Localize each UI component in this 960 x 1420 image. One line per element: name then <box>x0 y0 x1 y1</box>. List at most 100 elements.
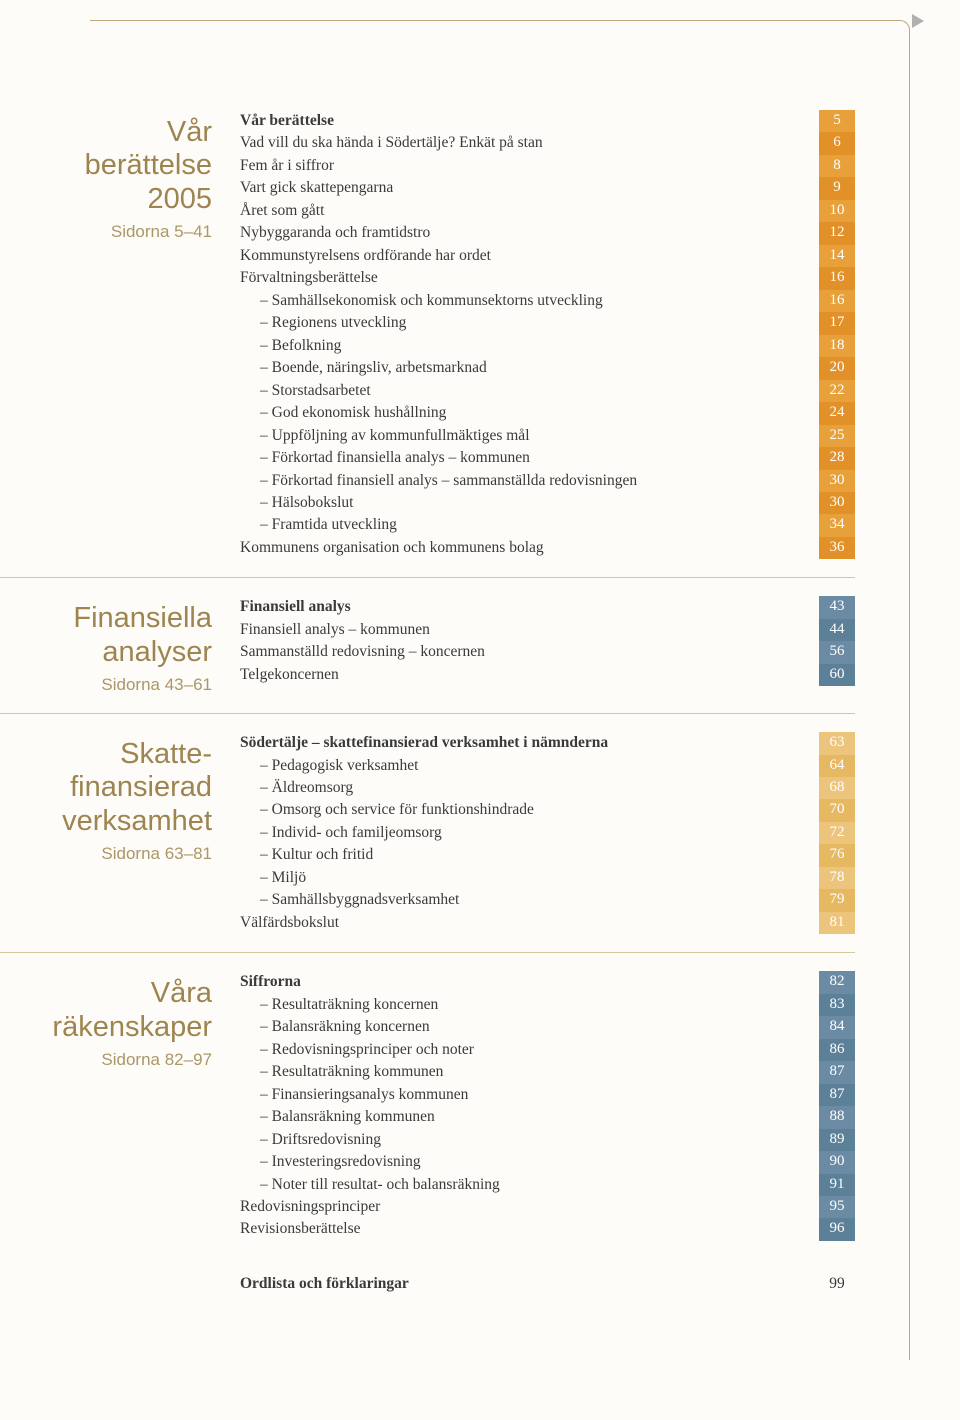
toc-row-label: – Samhällsbyggnadsverksamhet <box>240 889 819 911</box>
toc-row-label: Vad vill du ska hända i Södertälje? Enkä… <box>240 132 819 154</box>
toc-row-page: 24 <box>819 402 855 424</box>
section-title-line: Skatte- <box>0 738 212 771</box>
toc-row: – Samhällsekonomisk och kommunsektorns u… <box>240 290 855 312</box>
toc-row-page: 30 <box>819 492 855 514</box>
toc-row-page: 89 <box>819 1129 855 1151</box>
toc-row-label: – Storstadsarbetet <box>240 380 819 402</box>
toc-row: – Resultaträkning kommunen87 <box>240 1061 855 1083</box>
toc-row-page: 87 <box>819 1061 855 1083</box>
toc-row-label: Siffrorna <box>240 971 819 993</box>
section-left: VåraräkenskaperSidorna 82–97 <box>0 971 240 1241</box>
section-body: Södertälje – skattefinansierad verksamhe… <box>240 732 855 934</box>
toc-row-page: 18 <box>819 335 855 357</box>
toc-row: – Befolkning18 <box>240 335 855 357</box>
toc-row-label: Vart gick skattepengarna <box>240 177 819 199</box>
toc-row-label: – Befolkning <box>240 335 819 357</box>
section-title-line: analyser <box>0 636 212 669</box>
toc-row: – Individ- och familjeomsorg72 <box>240 822 855 844</box>
toc-row-page: 56 <box>819 641 855 663</box>
toc-row: Revisionsberättelse96 <box>240 1218 855 1240</box>
section-left: FinansiellaanalyserSidorna 43–61 <box>0 596 240 695</box>
toc-row-page: 91 <box>819 1174 855 1196</box>
toc-row-label: – Boende, näringsliv, arbetsmarknad <box>240 357 819 379</box>
toc-row-label: Finansiell analys <box>240 596 819 618</box>
toc-row: Nybyggaranda och framtidstro12 <box>240 222 855 244</box>
toc-row: Finansiell analys – kommunen44 <box>240 619 855 641</box>
toc-row-label: – Finansieringsanalys kommunen <box>240 1084 819 1106</box>
toc-row-page: 12 <box>819 222 855 244</box>
toc-row-label: Kommunstyrelsens ordförande har ordet <box>240 245 819 267</box>
toc-row-label: – Balansräkning kommunen <box>240 1106 819 1128</box>
toc-row-page: 25 <box>819 425 855 447</box>
toc-row-page: 28 <box>819 447 855 469</box>
toc-row: – Kultur och fritid76 <box>240 844 855 866</box>
toc-row: – Miljö78 <box>240 867 855 889</box>
toc-row-page: 9 <box>819 177 855 199</box>
toc-row-label: Fem år i siffror <box>240 155 819 177</box>
toc-row-label: Förvaltningsberättelse <box>240 267 819 289</box>
toc-row: – Framtida utveckling34 <box>240 514 855 536</box>
toc-row: Finansiell analys43 <box>240 596 855 618</box>
toc-row-label: Södertälje – skattefinansierad verksamhe… <box>240 732 819 754</box>
toc-row-label: – Framtida utveckling <box>240 514 819 536</box>
arrow-icon <box>912 14 924 28</box>
toc-row: Vad vill du ska hända i Södertälje? Enkä… <box>240 132 855 154</box>
toc-row-label: Finansiell analys – kommunen <box>240 619 819 641</box>
toc-row-label: – Regionens utveckling <box>240 312 819 334</box>
toc-row-page: 82 <box>819 971 855 993</box>
toc-row: – Storstadsarbetet22 <box>240 380 855 402</box>
toc-row-page: 95 <box>819 1196 855 1218</box>
toc-row: – Balansräkning kommunen88 <box>240 1106 855 1128</box>
toc-row: – Redovisningsprinciper och noter86 <box>240 1039 855 1061</box>
toc-row: – Förkortad finansiell analys – sammanst… <box>240 470 855 492</box>
toc-row-label: – Uppföljning av kommunfullmäktiges mål <box>240 425 819 447</box>
section-title-line: berättelse <box>0 149 212 182</box>
toc-row-label: – Driftsredovisning <box>240 1129 819 1151</box>
toc-row-label: Telgekoncernen <box>240 664 819 686</box>
toc-row-page: 87 <box>819 1084 855 1106</box>
toc-row-label: – Äldreomsorg <box>240 777 819 799</box>
toc-row-page: 83 <box>819 994 855 1016</box>
toc-row-page: 5 <box>819 110 855 132</box>
section-left: Vårberättelse2005Sidorna 5–41 <box>0 110 240 559</box>
toc-row: – Samhällsbyggnadsverksamhet79 <box>240 889 855 911</box>
section-body: Vår berättelse5Vad vill du ska hända i S… <box>240 110 855 559</box>
toc-row-label: – Pedagogisk verksamhet <box>240 755 819 777</box>
toc-row-label: – Miljö <box>240 867 819 889</box>
sections-container: Vårberättelse2005Sidorna 5–41Vår berätte… <box>0 110 960 1259</box>
footer-row: Ordlista och förklaringar 99 <box>0 1267 855 1293</box>
toc-row-page: 43 <box>819 596 855 618</box>
section-body: Siffrorna82– Resultaträkning koncernen83… <box>240 971 855 1241</box>
toc-row-page: 44 <box>819 619 855 641</box>
toc-row: – Hälsobokslut30 <box>240 492 855 514</box>
section-subtitle: Sidorna 5–41 <box>0 222 212 242</box>
section-subtitle: Sidorna 43–61 <box>0 675 212 695</box>
toc-row: Året som gått10 <box>240 200 855 222</box>
toc-row: Kommunens organisation och kommunens bol… <box>240 537 855 559</box>
toc-row-page: 96 <box>819 1218 855 1240</box>
section-title-line: verksamhet <box>0 805 212 838</box>
section-title-line: Vår <box>0 116 212 149</box>
toc-row-page: 86 <box>819 1039 855 1061</box>
toc-row: – Omsorg och service för funktionshindra… <box>240 799 855 821</box>
toc-row-page: 72 <box>819 822 855 844</box>
toc-row: – Resultaträkning koncernen83 <box>240 994 855 1016</box>
toc-row-page: 81 <box>819 912 855 934</box>
toc-row-page: 63 <box>819 732 855 754</box>
section-title-line: räkenskaper <box>0 1011 212 1044</box>
toc-section: VåraräkenskaperSidorna 82–97Siffrorna82–… <box>0 971 855 1259</box>
section-body: Finansiell analys43Finansiell analys – k… <box>240 596 855 695</box>
toc-row: – Äldreomsorg68 <box>240 777 855 799</box>
toc-row-label: Redovisningsprinciper <box>240 1196 819 1218</box>
toc-row: Sammanställd redovisning – koncernen56 <box>240 641 855 663</box>
toc-row-label: – Investeringsredovisning <box>240 1151 819 1173</box>
toc-row-label: – Redovisningsprinciper och noter <box>240 1039 819 1061</box>
toc-row-label: – Samhällsekonomisk och kommunsektorns u… <box>240 290 819 312</box>
toc-row-page: 60 <box>819 664 855 686</box>
toc-row-page: 10 <box>819 200 855 222</box>
section-title-line: finansierad <box>0 771 212 804</box>
section-title-line: Våra <box>0 977 212 1010</box>
toc-row: Kommunstyrelsens ordförande har ordet14 <box>240 245 855 267</box>
toc-row-page: 78 <box>819 867 855 889</box>
toc-row-label: Vår berättelse <box>240 110 819 132</box>
